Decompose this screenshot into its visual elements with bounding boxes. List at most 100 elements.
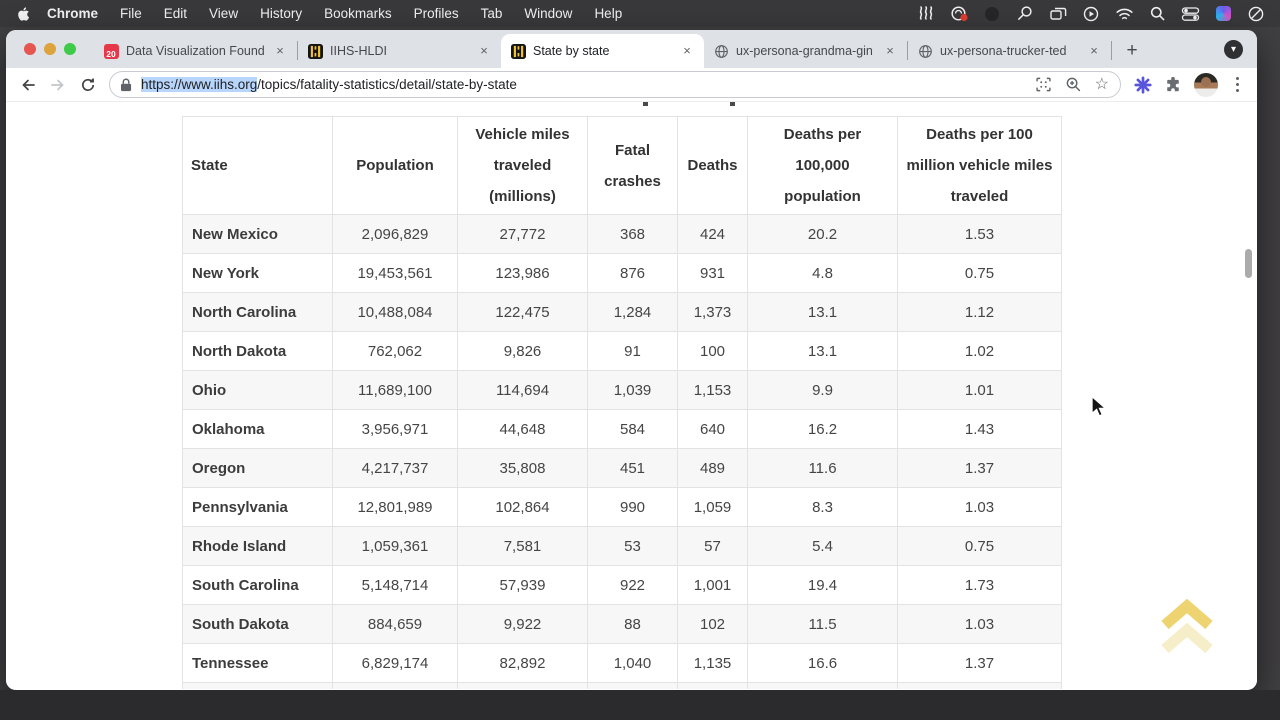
table-cell: 6,829,174 <box>332 643 458 683</box>
tab-separator <box>907 41 908 60</box>
table-cell: 88 <box>587 604 678 644</box>
table-row: North Carolina 10,488,084 122,475 1,284 1,37… <box>182 292 1062 332</box>
lock-icon[interactable] <box>121 78 132 92</box>
zoom-in-page-icon[interactable] <box>1065 76 1082 93</box>
back-button[interactable] <box>14 71 42 99</box>
menu-item-edit[interactable]: Edit <box>163 6 188 21</box>
menu-item-bookmarks[interactable]: Bookmarks <box>324 6 392 21</box>
table-cell <box>587 682 678 689</box>
menu-item-help[interactable]: Help <box>594 6 623 21</box>
macos-menu-bar: Chrome File Edit View History Bookmarks … <box>0 0 1280 27</box>
spotlight-search-icon[interactable] <box>1147 5 1167 23</box>
scroll-to-top-button[interactable] <box>1158 594 1216 661</box>
table-cell: 9,826 <box>457 331 588 371</box>
tab-label: ux-persona-trucker-ted <box>940 44 1067 58</box>
table-cell: 100 <box>677 331 748 371</box>
tab-data-visualization[interactable]: 20 Data Visualization Founda × <box>94 34 297 68</box>
column-header: Deaths per 100 million vehicle miles tra… <box>897 116 1062 215</box>
tab-ux-persona-grandma[interactable]: ux-persona-grandma-gin × <box>704 34 907 68</box>
screen-mirroring-icon[interactable] <box>1048 5 1068 23</box>
table-row: Tennessee 6,829,174 82,892 1,040 1,135 16.6 1.… <box>182 643 1062 683</box>
new-tab-button[interactable]: + <box>1126 40 1138 61</box>
table-cell: 9,922 <box>457 604 588 644</box>
tab-ux-persona-trucker[interactable]: ux-persona-trucker-ted × <box>908 34 1111 68</box>
table-cell <box>332 682 458 689</box>
tab-iihs-hldi[interactable]: IIHS-HLDI × <box>298 34 501 68</box>
table-cell: 53 <box>587 526 678 566</box>
column-header: State <box>182 116 333 215</box>
address-bar[interactable]: https://www.iihs.org/topics/fatality-sta… <box>109 71 1121 98</box>
menu-item-tab[interactable]: Tab <box>480 6 503 21</box>
vertical-scrollbar-thumb[interactable] <box>1245 249 1252 278</box>
clipped-heading-fragment <box>730 102 735 106</box>
table-cell: 1.03 <box>897 487 1062 527</box>
close-tab-icon[interactable]: × <box>480 43 488 58</box>
table-row: Pennsylvania 12,801,989 102,864 990 1,059 8.3… <box>182 487 1062 527</box>
table-cell: South Carolina <box>182 565 333 605</box>
table-cell: 9.9 <box>747 370 898 410</box>
globe-favicon <box>713 43 729 59</box>
play-circle-icon[interactable] <box>1081 5 1101 23</box>
control-center-icon[interactable] <box>1180 5 1200 23</box>
screen-capture-icon[interactable] <box>1035 76 1052 93</box>
table-cell: 11.6 <box>747 448 898 488</box>
extensions-puzzle-icon[interactable] <box>1164 76 1182 94</box>
wifi-icon[interactable] <box>1114 5 1134 23</box>
calendar-favicon: 20 <box>103 43 119 59</box>
table-cell: 4.8 <box>747 253 898 293</box>
chevron-up-icon <box>1161 622 1213 654</box>
table-cell: Tennessee <box>182 643 333 683</box>
menu-item-window[interactable]: Window <box>524 6 573 21</box>
table-cell: 114,694 <box>457 370 588 410</box>
tabs: 20 Data Visualization Founda × IIHS-HLDI… <box>94 30 1146 68</box>
asterisk-extension-icon[interactable] <box>1134 75 1152 94</box>
table-cell: 1,040 <box>587 643 678 683</box>
zoom-app-icon[interactable] <box>1015 5 1035 23</box>
column-header: Deaths <box>677 116 748 215</box>
window-controls <box>24 43 76 55</box>
menu-item-file[interactable]: File <box>120 6 142 21</box>
fullscreen-window-button[interactable] <box>64 43 76 55</box>
dimmed-app-icon[interactable] <box>982 5 1002 23</box>
menu-item-view[interactable]: View <box>209 6 239 21</box>
close-tab-icon[interactable]: × <box>886 43 894 58</box>
notification-app-icon[interactable] <box>949 5 969 23</box>
table-cell: 1.12 <box>897 292 1062 332</box>
table-cell: 1,001 <box>677 565 748 605</box>
apple-menu-icon[interactable] <box>16 6 30 22</box>
close-tab-icon[interactable]: × <box>1090 43 1098 58</box>
table-cell: 4,217,737 <box>332 448 458 488</box>
table-cell: 2,096,829 <box>332 214 458 254</box>
table-row: South Dakota 884,659 9,922 88 102 11.5 1.03 <box>182 604 1062 644</box>
table-cell: 1,153 <box>677 370 748 410</box>
table-cell: 19,453,561 <box>332 253 458 293</box>
road-favicon <box>510 43 526 59</box>
colorful-app-icon[interactable] <box>1213 5 1233 23</box>
forward-button[interactable] <box>44 71 72 99</box>
table-cell: 10,488,084 <box>332 292 458 332</box>
close-window-button[interactable] <box>24 43 36 55</box>
url-text[interactable]: https://www.iihs.org/topics/fatality-sta… <box>141 77 1026 92</box>
profile-avatar[interactable] <box>1194 72 1218 97</box>
tab-search-button[interactable]: ▾ <box>1224 40 1243 59</box>
chrome-menu-icon[interactable] <box>1230 77 1245 92</box>
minimize-window-button[interactable] <box>44 43 56 55</box>
bookmark-star-icon[interactable]: ☆ <box>1094 75 1109 93</box>
table-cell: 12,801,989 <box>332 487 458 527</box>
do-not-disturb-icon[interactable] <box>1246 5 1266 23</box>
table-header-row: State Population Vehicle miles traveled (m… <box>182 116 1062 215</box>
table-row: New York 19,453,561 123,986 876 931 4.8 0.75 <box>182 253 1062 293</box>
menu-item-profiles[interactable]: Profiles <box>413 6 459 21</box>
menu-item-chrome[interactable]: Chrome <box>47 6 99 21</box>
tab-state-by-state-active[interactable]: State by state × <box>501 34 704 68</box>
waves-icon[interactable] <box>916 5 936 23</box>
close-tab-icon[interactable]: × <box>276 43 284 58</box>
table-cell: 91 <box>587 331 678 371</box>
reload-button[interactable] <box>74 71 102 99</box>
menu-item-history[interactable]: History <box>260 6 303 21</box>
table-cell: 35,808 <box>457 448 588 488</box>
table-cell: 102,864 <box>457 487 588 527</box>
close-tab-icon[interactable]: × <box>683 43 691 58</box>
table-cell: 424 <box>677 214 748 254</box>
table-row: New Mexico 2,096,829 27,772 368 424 20.2 1.53 <box>182 214 1062 254</box>
